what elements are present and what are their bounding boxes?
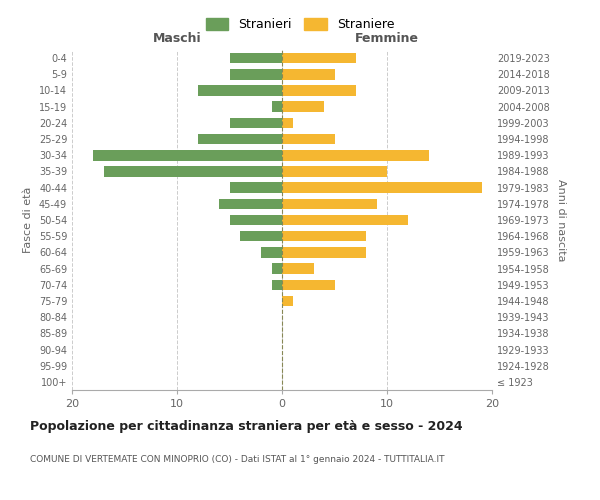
Bar <box>219 198 282 209</box>
Bar <box>282 134 335 144</box>
Bar <box>282 296 293 306</box>
Bar <box>229 53 282 64</box>
Bar <box>282 280 335 290</box>
Bar <box>271 264 282 274</box>
Bar <box>261 247 282 258</box>
Text: Femmine: Femmine <box>355 32 419 45</box>
Bar <box>229 182 282 193</box>
Bar <box>282 69 335 80</box>
Text: COMUNE DI VERTEMATE CON MINOPRIO (CO) - Dati ISTAT al 1° gennaio 2024 - TUTTITAL: COMUNE DI VERTEMATE CON MINOPRIO (CO) - … <box>30 455 445 464</box>
Bar <box>229 69 282 80</box>
Bar <box>198 134 282 144</box>
Bar <box>229 214 282 226</box>
Bar <box>282 214 408 226</box>
Bar <box>282 166 387 176</box>
Bar <box>198 85 282 96</box>
Bar <box>282 85 355 96</box>
Bar <box>282 182 482 193</box>
Bar <box>282 198 377 209</box>
Bar <box>282 102 324 112</box>
Bar <box>93 150 282 160</box>
Bar <box>282 53 355 64</box>
Y-axis label: Fasce di età: Fasce di età <box>23 187 33 253</box>
Bar <box>271 280 282 290</box>
Text: Maschi: Maschi <box>152 32 202 45</box>
Bar <box>282 264 314 274</box>
Legend: Stranieri, Straniere: Stranieri, Straniere <box>199 11 401 38</box>
Bar <box>240 231 282 241</box>
Bar <box>104 166 282 176</box>
Bar <box>282 231 366 241</box>
Bar <box>282 247 366 258</box>
Bar <box>229 118 282 128</box>
Bar <box>282 150 429 160</box>
Bar <box>282 118 293 128</box>
Bar <box>271 102 282 112</box>
Text: Popolazione per cittadinanza straniera per età e sesso - 2024: Popolazione per cittadinanza straniera p… <box>30 420 463 433</box>
Y-axis label: Anni di nascita: Anni di nascita <box>556 179 566 261</box>
